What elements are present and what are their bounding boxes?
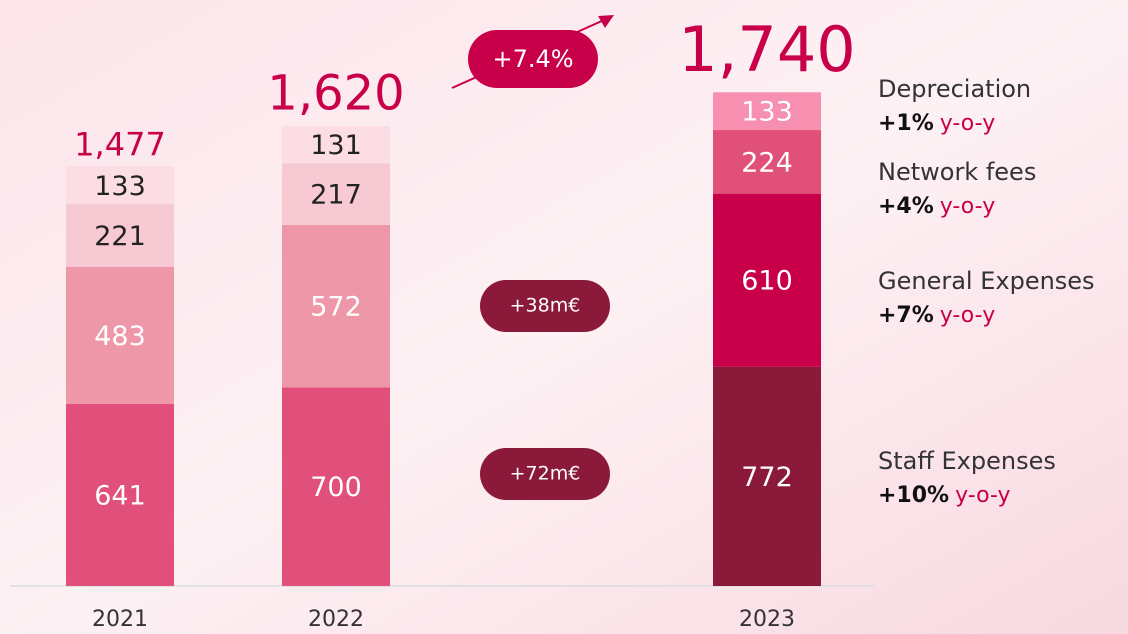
change-value: +7% <box>878 303 934 328</box>
change-value: +1% <box>878 111 934 136</box>
total-label: 1,477 <box>74 126 166 164</box>
segment-label: 700 <box>310 472 362 503</box>
delta-pill <box>480 448 610 500</box>
growth-pill <box>468 30 598 88</box>
legend-change: +10% y-o-y <box>878 483 1011 508</box>
growth-label: +7.4% <box>492 45 573 73</box>
segment-label: 221 <box>94 221 146 252</box>
bar-segment <box>713 193 821 367</box>
total-label: 1,620 <box>267 65 404 121</box>
change-suffix: y-o-y <box>940 194 995 219</box>
segment-label: 610 <box>741 266 793 297</box>
delta-label: +72m€ <box>510 463 581 485</box>
legend-name: General Expenses <box>878 267 1095 295</box>
legend-name: Staff Expenses <box>878 447 1056 475</box>
change-value: +10% <box>878 483 949 508</box>
legend-name: Network fees <box>878 158 1036 186</box>
segment-label: 483 <box>94 321 146 352</box>
x-tick-label: 2022 <box>308 607 364 632</box>
legend-change: +4% y-o-y <box>878 194 995 219</box>
segment-label: 641 <box>94 481 146 512</box>
change-suffix: y-o-y <box>940 303 995 328</box>
segment-label: 572 <box>310 292 362 323</box>
total-label: 1,740 <box>678 13 856 86</box>
change-suffix: y-o-y <box>955 483 1010 508</box>
bar-segment <box>282 126 390 164</box>
bar-segment <box>66 204 174 267</box>
change-value: +4% <box>878 194 934 219</box>
segment-label: 224 <box>741 147 793 178</box>
bar-segment <box>66 166 174 205</box>
bar-segment <box>282 387 390 586</box>
bar-segment <box>282 224 390 388</box>
legend-change: +7% y-o-y <box>878 303 995 328</box>
delta-pill <box>480 280 610 332</box>
change-suffix: y-o-y <box>940 111 995 136</box>
legend-change: +1% y-o-y <box>878 111 995 136</box>
legend-name: Depreciation <box>878 75 1031 103</box>
bar-segment <box>66 266 174 405</box>
bar-segment <box>713 130 821 194</box>
segment-label: 772 <box>741 462 793 493</box>
bar-segment <box>66 404 174 586</box>
segment-label: 133 <box>741 97 793 128</box>
bar-segment <box>713 366 821 586</box>
segment-label: 217 <box>310 180 362 211</box>
bar-segment <box>282 163 390 225</box>
bar-segment <box>713 92 821 131</box>
arrow-head <box>598 15 614 28</box>
segment-label: 131 <box>310 130 362 161</box>
segment-label: 133 <box>94 171 146 202</box>
x-tick-label: 2021 <box>92 607 148 632</box>
x-tick-label: 2023 <box>739 607 795 632</box>
delta-label: +38m€ <box>510 295 581 317</box>
